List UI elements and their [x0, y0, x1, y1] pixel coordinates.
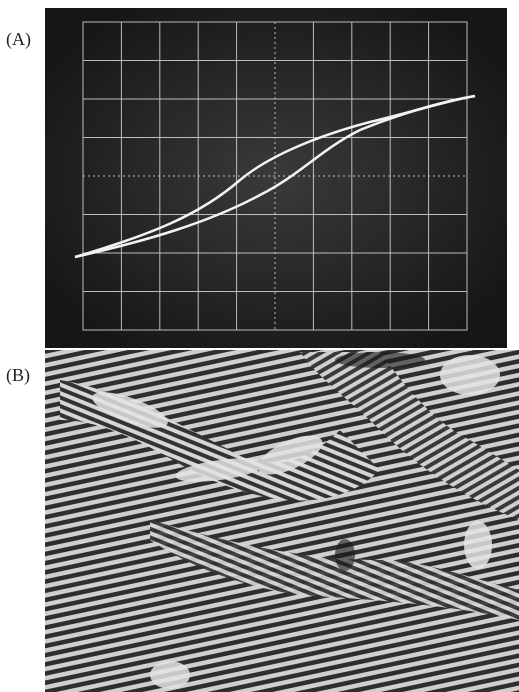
figure: (A) (B)	[0, 0, 519, 692]
panel-label: (B)	[6, 365, 30, 386]
panel-a	[45, 8, 507, 348]
panel-b	[45, 350, 519, 692]
panel-label: (A)	[6, 29, 31, 50]
scope-screen	[45, 8, 507, 348]
page: (A) (B) (() => { const data = JSON.parse…	[0, 0, 519, 692]
